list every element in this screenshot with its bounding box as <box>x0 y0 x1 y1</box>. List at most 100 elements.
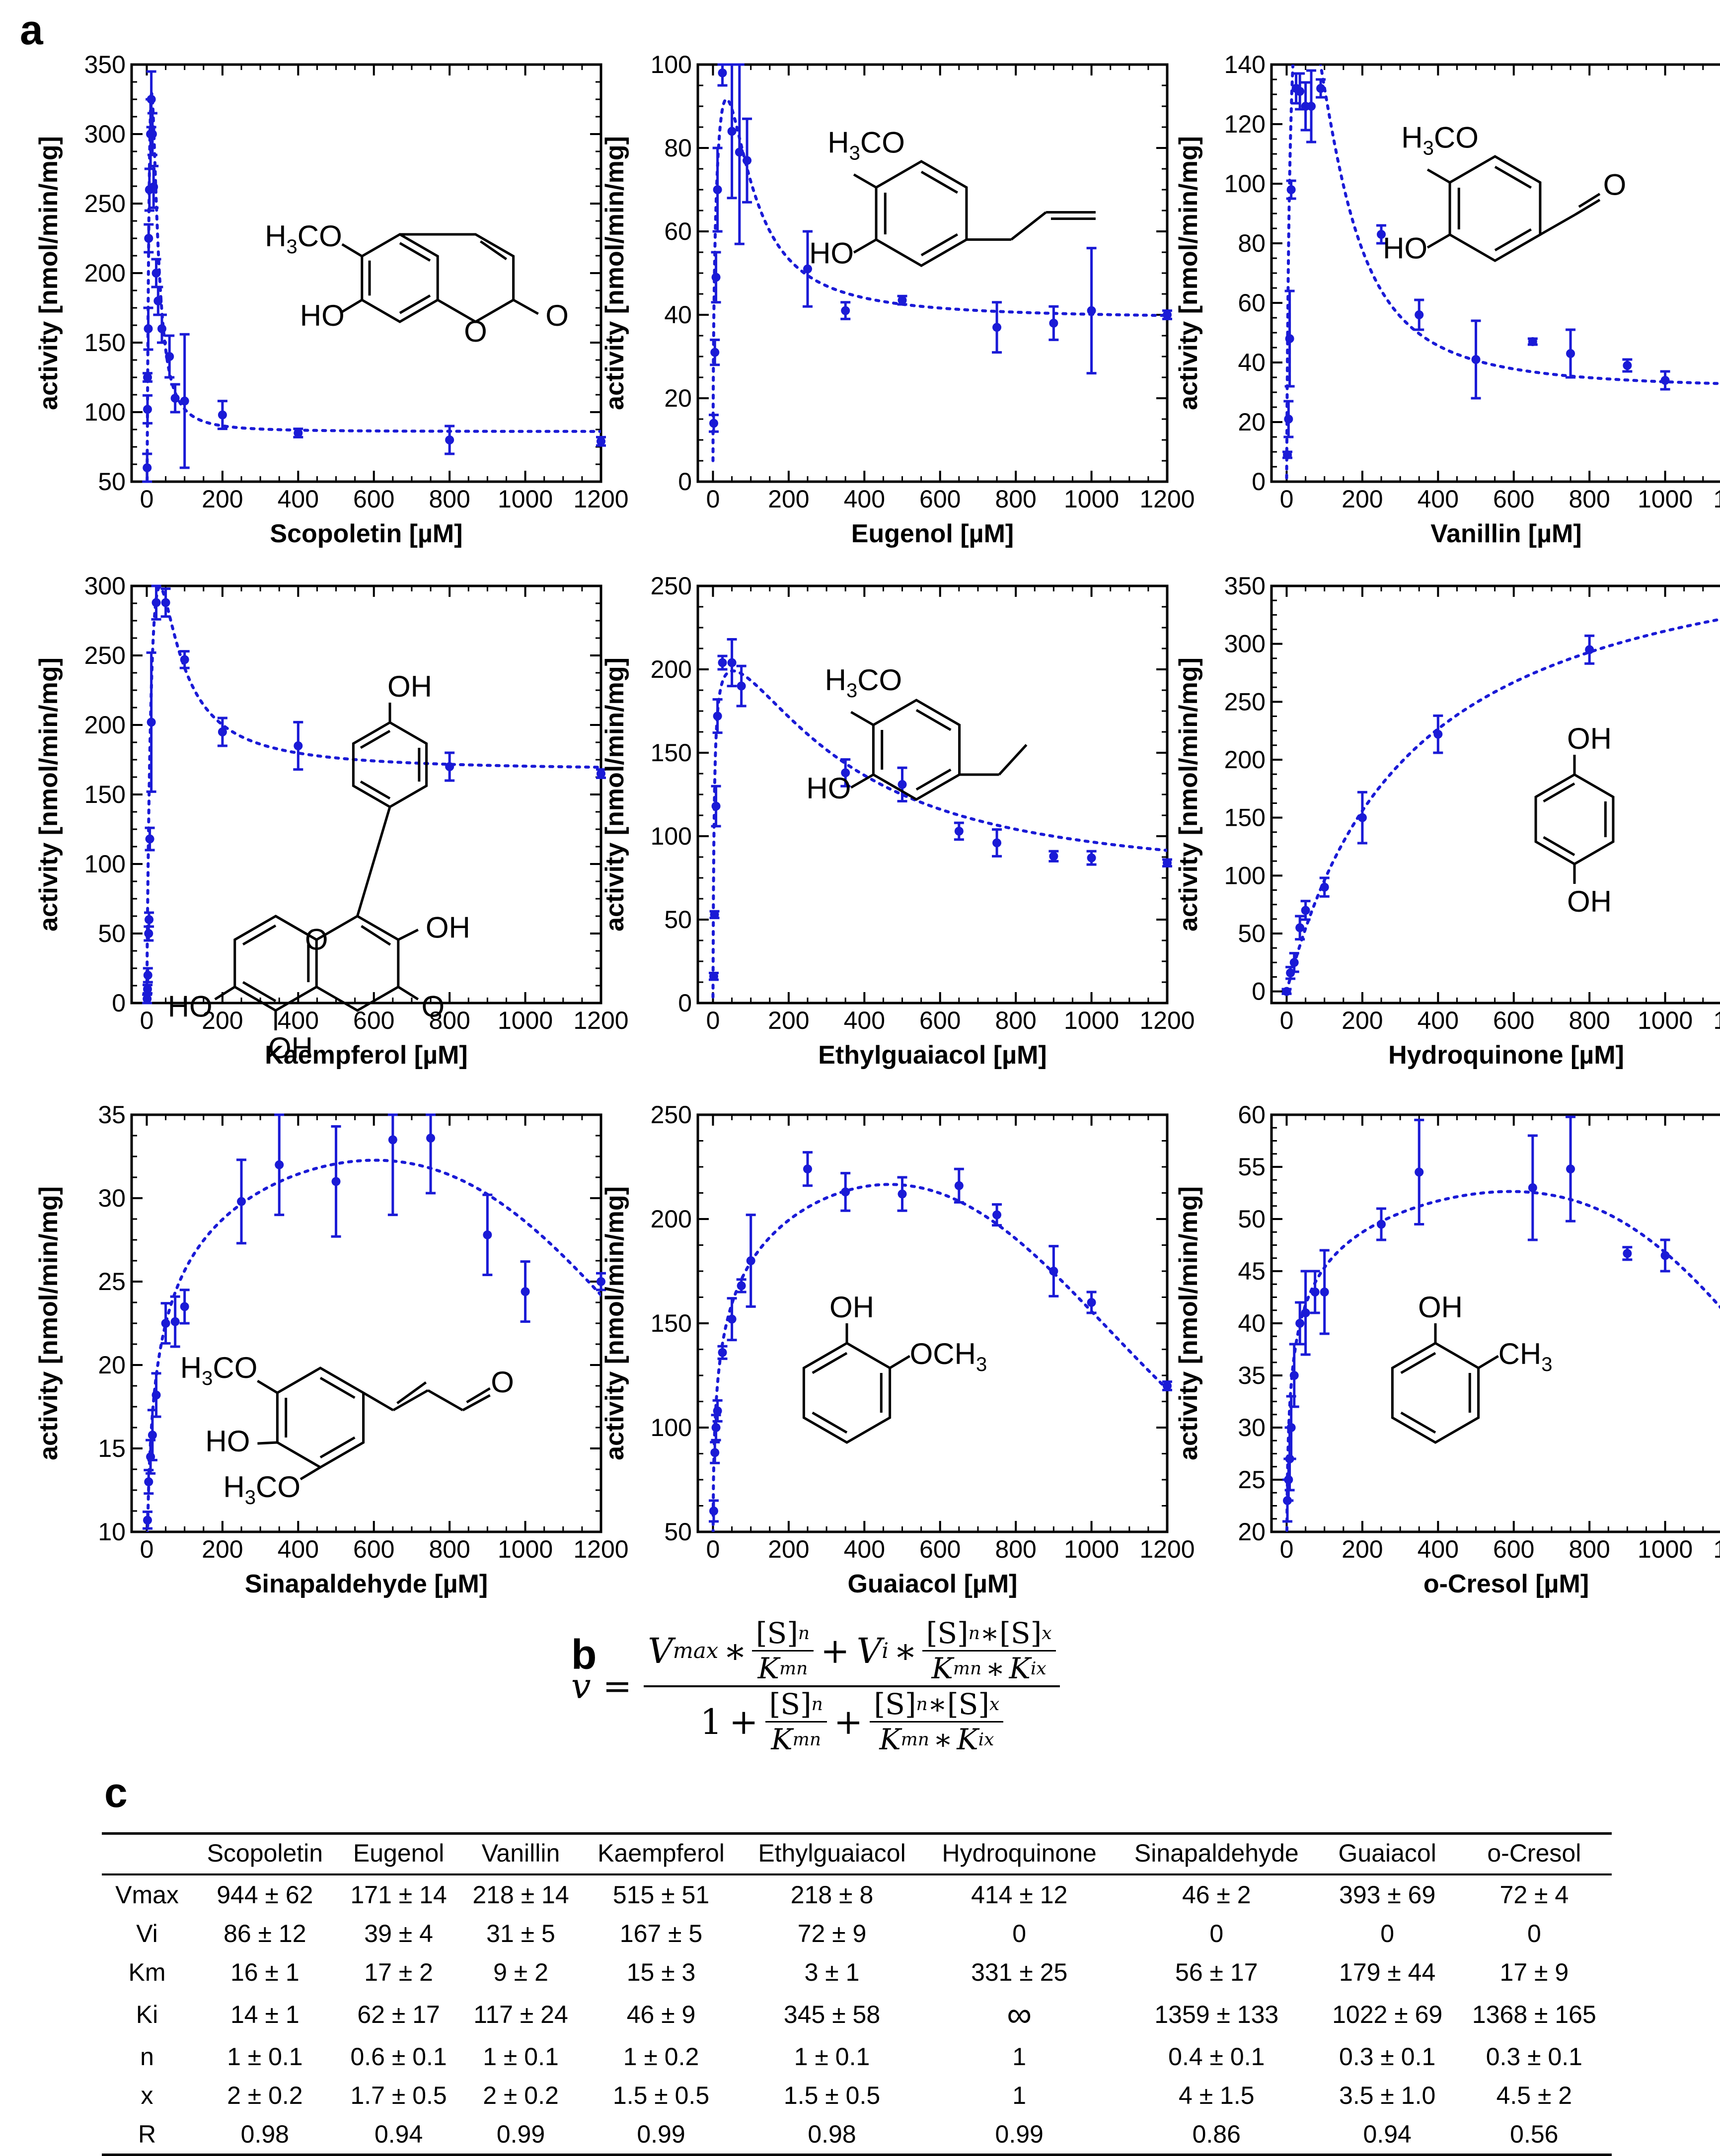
table-cell: 167 ± 5 <box>582 1914 740 1953</box>
y-tick-label: 100 <box>1224 170 1266 198</box>
chem-subscript: 3 <box>1541 1354 1552 1375</box>
data-point <box>1661 1251 1670 1260</box>
table-cell: 0 <box>923 1914 1115 1953</box>
x-tick-label: 1000 <box>1064 1535 1119 1563</box>
table-header-cell: Guaiacol <box>1318 1834 1457 1875</box>
data-point <box>955 827 964 836</box>
data-point <box>737 682 746 691</box>
benzene-ring <box>353 722 426 807</box>
table-cell: 2 ± 0.2 <box>192 2076 338 2115</box>
bond <box>358 807 390 916</box>
eq-vi-sub: i <box>882 1639 889 1663</box>
double-bond <box>921 172 958 193</box>
y-tick-label: 50 <box>98 468 126 496</box>
table-row-label: Vi <box>102 1914 192 1953</box>
table-cell: 0.4 ± 0.1 <box>1115 2037 1318 2076</box>
x-tick-label: 200 <box>768 1535 809 1563</box>
x-tick-label: 1200 <box>1713 485 1720 513</box>
eq-m: m <box>779 1658 796 1679</box>
x-axis-title: Scopoletin [µM] <box>270 519 462 548</box>
table-cell: 393 ± 69 <box>1318 1874 1457 1914</box>
table-cell: 0.3 ± 0.1 <box>1457 2037 1612 2076</box>
fit-curve <box>147 587 601 1001</box>
double-bond <box>361 782 390 798</box>
data-point <box>1290 1371 1299 1380</box>
table-header-cell: o-Cresol <box>1457 1834 1612 1875</box>
data-point <box>1623 1249 1632 1258</box>
benzene-ring <box>277 1368 363 1467</box>
table-cell: 331 ± 25 <box>923 1953 1115 1992</box>
y-tick-label: 150 <box>651 739 692 767</box>
data-point <box>1282 987 1291 996</box>
x-tick-label: 1000 <box>1638 1006 1693 1034</box>
x-axis-title: Eugenol [µM] <box>851 519 1014 548</box>
eq-x: x <box>984 1729 994 1750</box>
table-cell: 39 ± 4 <box>338 1914 460 1953</box>
x-tick-label: 0 <box>1280 1006 1294 1034</box>
x-tick-label: 1200 <box>1139 1006 1195 1034</box>
y-tick-label: 120 <box>1224 110 1266 138</box>
x-tick-label: 1000 <box>1638 485 1693 513</box>
table-cell: 0.94 <box>1318 2115 1457 2155</box>
data-point <box>1285 334 1294 343</box>
data-point <box>1301 1308 1310 1317</box>
double-bond <box>361 731 390 748</box>
y-tick-label: 250 <box>84 190 126 217</box>
data-point <box>1566 1164 1575 1173</box>
y-tick-label: 50 <box>664 1518 692 1546</box>
table-cell: 72 ± 9 <box>741 1914 924 1953</box>
table-cell: 0.98 <box>192 2115 338 2155</box>
table-cell: 1022 ± 69 <box>1318 1992 1457 2037</box>
data-point <box>180 655 189 664</box>
data-point <box>718 69 727 77</box>
eq-s: [S] <box>756 1616 798 1650</box>
x-tick-label: 0 <box>706 485 720 513</box>
double-bond <box>400 243 430 261</box>
eq-star: ∗ <box>894 1631 917 1671</box>
table-cell: 17 ± 9 <box>1457 1953 1612 1992</box>
x-tick-label: 0 <box>140 485 154 513</box>
data-point <box>388 1135 397 1144</box>
bond <box>854 240 876 253</box>
table-cell: 0.99 <box>460 2115 582 2155</box>
y-tick-label: 150 <box>84 781 126 808</box>
eq-n: n <box>810 1729 821 1750</box>
data-point <box>1049 852 1058 861</box>
data-point <box>1566 349 1575 358</box>
chart-5: 0200400600800100012000501001502002503003… <box>1174 572 1720 1070</box>
x-axis-title: Vanillin [µM] <box>1430 519 1581 548</box>
data-point <box>146 835 154 844</box>
data-point <box>955 1181 964 1190</box>
bond <box>300 1467 320 1479</box>
x-tick-label: 400 <box>1418 485 1459 513</box>
table-row-label: Km <box>102 1953 192 1992</box>
data-point <box>712 802 721 811</box>
chem-label: HO <box>205 1425 250 1458</box>
data-point <box>898 1190 907 1199</box>
eq-star: ∗ <box>723 1631 747 1671</box>
eq-s: [S] <box>999 1616 1042 1650</box>
data-point <box>1320 883 1329 892</box>
chem-tail: CO <box>213 1351 257 1384</box>
bond <box>1427 235 1450 248</box>
data-point <box>713 1406 722 1415</box>
y-tick-label: 100 <box>84 850 126 878</box>
chem-label: O <box>545 299 569 332</box>
bond <box>467 1388 490 1402</box>
eq-vmax: V <box>648 1631 673 1671</box>
table-cell: 218 ± 14 <box>460 1874 582 1914</box>
plot-frame <box>698 586 1167 1003</box>
y-tick-label: 200 <box>1224 746 1266 774</box>
table-cell: 1368 ± 165 <box>1457 1992 1612 2037</box>
double-bond <box>1401 1413 1435 1433</box>
table-cell: 0 <box>1115 1914 1318 1953</box>
